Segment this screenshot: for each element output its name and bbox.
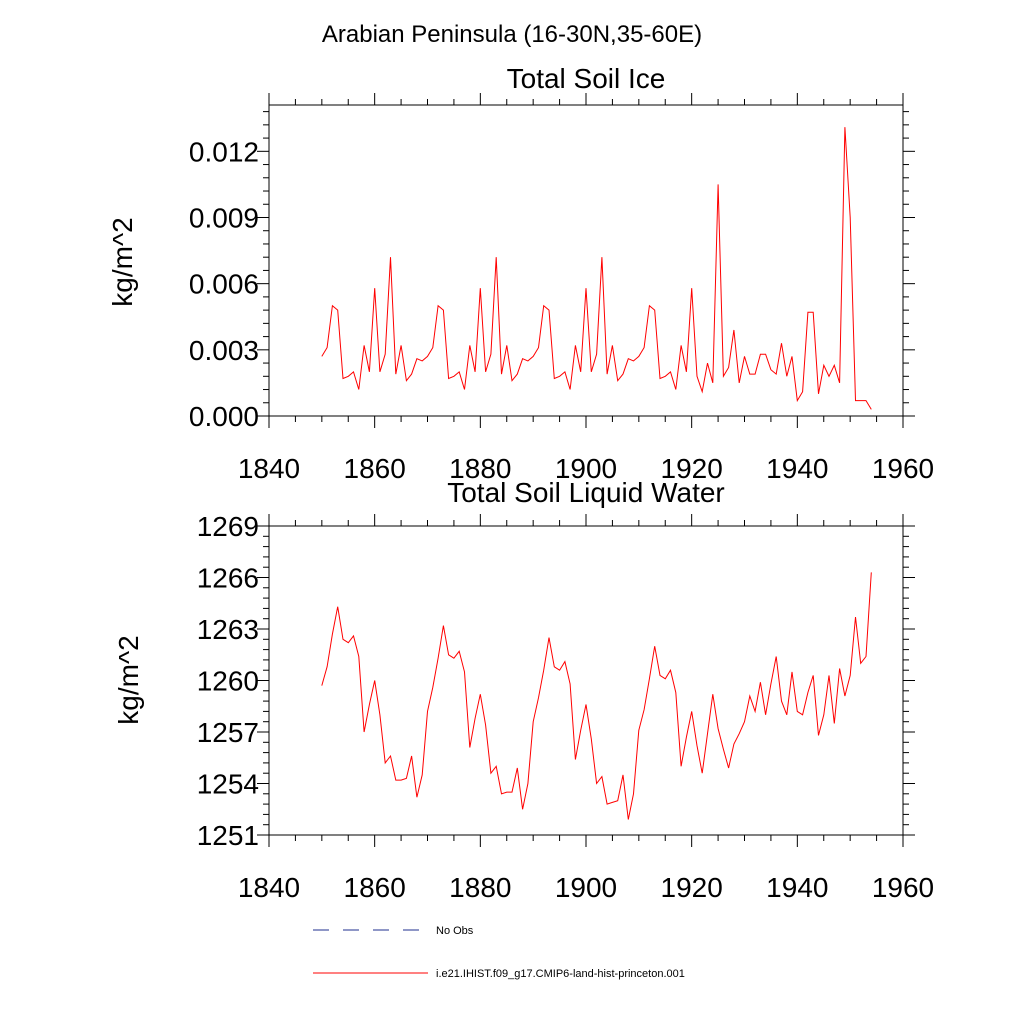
- x-tick-label: 1940: [766, 453, 828, 484]
- x-tick-label: 1860: [344, 453, 406, 484]
- y-tick-label: 1260: [197, 666, 259, 697]
- y-tick-label: 1269: [197, 511, 259, 542]
- y-tick-label: 1254: [197, 769, 259, 800]
- y-tick-label: 1266: [197, 563, 259, 594]
- plot-frame: [268, 104, 904, 417]
- y-tick-label: 1263: [197, 614, 259, 645]
- x-tick-label: 1960: [872, 453, 934, 484]
- x-tick-label: 1920: [661, 872, 723, 903]
- x-tick-label: 1960: [872, 872, 934, 903]
- y-tick-label: 1257: [197, 717, 259, 748]
- x-tick-label: 1940: [766, 872, 828, 903]
- x-tick-label: 1880: [449, 872, 511, 903]
- x-tick-label: 1840: [238, 872, 300, 903]
- y-tick-label: 0.012: [189, 136, 259, 167]
- y-tick-label: 0.000: [189, 401, 259, 432]
- y-tick-label: 0.009: [189, 202, 259, 233]
- chart-title: Total Soil Ice: [507, 63, 666, 94]
- y-axis-label: kg/m^2: [113, 635, 144, 724]
- legend: No Obs i.e21.IHIST.f09_g17.CMIP6-land-hi…: [313, 925, 685, 980]
- x-tick-label: 1900: [555, 453, 617, 484]
- x-tick-label: 1880: [449, 453, 511, 484]
- y-tick-label: 1251: [197, 820, 259, 851]
- series-line: [321, 572, 872, 820]
- series-line: [321, 127, 872, 410]
- chart-title: Total Soil Liquid Water: [447, 477, 725, 508]
- panel-total-soil-ice: Total Soil Ice kg/m^2 1840 1860 1880 1900 1920…: [107, 63, 934, 484]
- x-tick-label: 1900: [555, 872, 617, 903]
- plot-frame: [268, 525, 904, 836]
- x-tick-label: 1840: [238, 453, 300, 484]
- x-tick-label: 1860: [344, 872, 406, 903]
- legend-model-label: i.e21.IHIST.f09_g17.CMIP6-land-hist-prin…: [436, 968, 685, 980]
- legend-obs-label: No Obs: [436, 925, 474, 937]
- y-tick-label: 0.003: [189, 335, 259, 366]
- y-tick-label: 0.006: [189, 269, 259, 300]
- panel-total-soil-liquid-water: Total Soil Liquid Water kg/m^2 1840 1860 188…: [113, 477, 934, 903]
- region-title: Arabian Peninsula (16-30N,35-60E): [322, 21, 702, 48]
- x-tick-label: 1920: [661, 453, 723, 484]
- y-axis-label: kg/m^2: [107, 217, 138, 306]
